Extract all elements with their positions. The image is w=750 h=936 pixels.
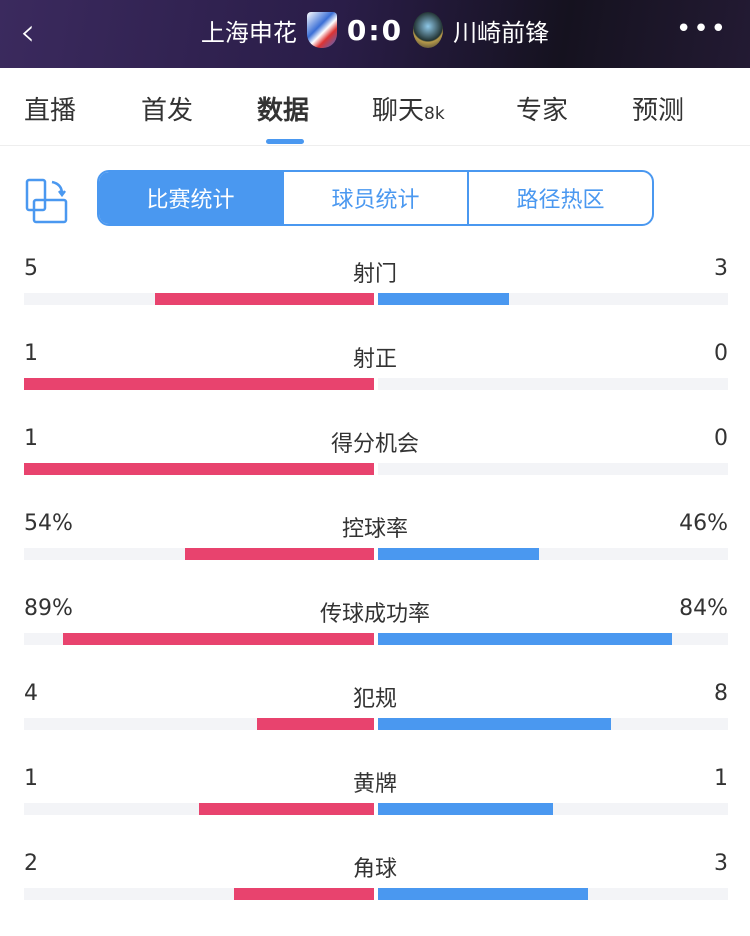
stat-name: 传球成功率 <box>319 602 430 627</box>
away-bar <box>378 548 539 560</box>
score: 0:0 <box>346 13 404 47</box>
active-tab-indicator <box>266 139 304 144</box>
home-bar <box>24 463 374 475</box>
away-bar-track <box>378 803 728 815</box>
back-icon[interactable]: ‹ <box>20 10 36 54</box>
segment-heatmap[interactable]: 路径热区 <box>467 172 652 224</box>
home-bar <box>257 718 374 730</box>
stats-segmented-control: 比赛统计 球员统计 路径热区 <box>97 170 654 226</box>
stat-name: 得分机会 <box>330 432 419 457</box>
rotate-screen-icon[interactable] <box>24 178 68 226</box>
home-bar <box>24 378 374 390</box>
away-bar-track <box>378 548 728 560</box>
tab-experts[interactable]: 专家 <box>516 90 568 127</box>
away-value: 84% <box>679 596 728 621</box>
match-header: ‹ 上海申花 0:0 川崎前锋 ••• <box>0 0 750 68</box>
stat-row: 5 射门 3 <box>0 256 750 341</box>
home-bar-track <box>24 718 374 730</box>
away-bar <box>378 888 588 900</box>
stats-list: 5 射门 3 1 射正 0 1 得分机会 0 54% 控球率 46% 89% 传… <box>0 256 750 936</box>
stat-row: 1 黄牌 1 <box>0 766 750 851</box>
stat-row: 54% 控球率 46% <box>0 511 750 596</box>
more-icon[interactable]: ••• <box>675 14 728 44</box>
stat-row: 4 犯规 8 <box>0 681 750 766</box>
home-bar-track <box>24 293 374 305</box>
home-bar <box>62 633 374 645</box>
away-value: 0 <box>714 426 728 451</box>
home-bar <box>199 803 374 815</box>
away-team-name: 川崎前锋 <box>453 18 550 47</box>
away-value: 3 <box>714 851 728 876</box>
tab-label: 专家 <box>516 96 569 126</box>
home-value: 1 <box>24 766 38 791</box>
stat-name: 角球 <box>352 857 397 882</box>
home-bar <box>155 293 374 305</box>
home-bar <box>185 548 374 560</box>
away-bar <box>378 633 672 645</box>
away-value: 46% <box>679 511 728 536</box>
stat-row: 1 得分机会 0 <box>0 426 750 511</box>
home-bar-track <box>24 548 374 560</box>
stats-toolbar: 比赛统计 球员统计 路径热区 <box>0 146 750 256</box>
stat-name: 犯规 <box>352 687 397 712</box>
away-bar <box>378 718 612 730</box>
tab-data[interactable]: 数据 <box>257 90 309 127</box>
home-team-name: 上海申花 <box>200 18 297 47</box>
away-value: 1 <box>714 766 728 791</box>
away-bar-track <box>378 463 728 475</box>
home-bar-track <box>24 888 374 900</box>
away-bar-track <box>378 378 728 390</box>
tab-live[interactable]: 直播 <box>24 90 76 127</box>
tab-bar: 直播 首发 数据 聊天8k 专家 预测 <box>0 68 750 146</box>
away-bar-track <box>378 718 728 730</box>
home-team-crest <box>306 12 337 48</box>
segment-player-stats[interactable]: 球员统计 <box>282 172 467 224</box>
away-bar-track <box>378 888 728 900</box>
stat-name: 射正 <box>352 347 397 372</box>
home-value: 1 <box>24 341 38 366</box>
stat-row: 89% 传球成功率 84% <box>0 596 750 681</box>
tab-chat[interactable]: 聊天8k <box>372 90 445 127</box>
stat-row: 2 角球 3 <box>0 851 750 936</box>
tab-lineup[interactable]: 首发 <box>141 90 193 127</box>
home-value: 4 <box>24 681 38 706</box>
tab-label: 直播 <box>24 96 77 126</box>
match-info: 上海申花 0:0 川崎前锋 <box>0 12 750 48</box>
tab-label: 预测 <box>632 96 685 126</box>
home-value: 89% <box>24 596 73 621</box>
home-value: 54% <box>24 511 73 536</box>
away-bar <box>378 293 510 305</box>
away-bar-track <box>378 633 728 645</box>
home-value: 2 <box>24 851 38 876</box>
stat-name: 射门 <box>352 262 397 287</box>
chat-count-badge: 8k <box>424 104 445 124</box>
home-bar-track <box>24 378 374 390</box>
segment-match-stats[interactable]: 比赛统计 <box>99 172 282 224</box>
tab-label: 首发 <box>141 96 194 126</box>
home-value: 5 <box>24 256 38 281</box>
home-bar-track <box>24 463 374 475</box>
home-bar-track <box>24 803 374 815</box>
stat-name: 黄牌 <box>352 772 397 797</box>
stat-row: 1 射正 0 <box>0 341 750 426</box>
home-bar <box>234 888 374 900</box>
away-value: 0 <box>714 341 728 366</box>
away-team-crest <box>413 12 444 48</box>
away-value: 8 <box>714 681 728 706</box>
home-value: 1 <box>24 426 38 451</box>
tab-label: 聊天 <box>372 96 425 126</box>
away-bar <box>378 803 553 815</box>
tab-label: 数据 <box>257 96 310 126</box>
away-value: 3 <box>714 256 728 281</box>
home-bar-track <box>24 633 374 645</box>
away-bar-track <box>378 293 728 305</box>
tab-prediction[interactable]: 预测 <box>632 90 684 127</box>
stat-name: 控球率 <box>341 517 408 542</box>
